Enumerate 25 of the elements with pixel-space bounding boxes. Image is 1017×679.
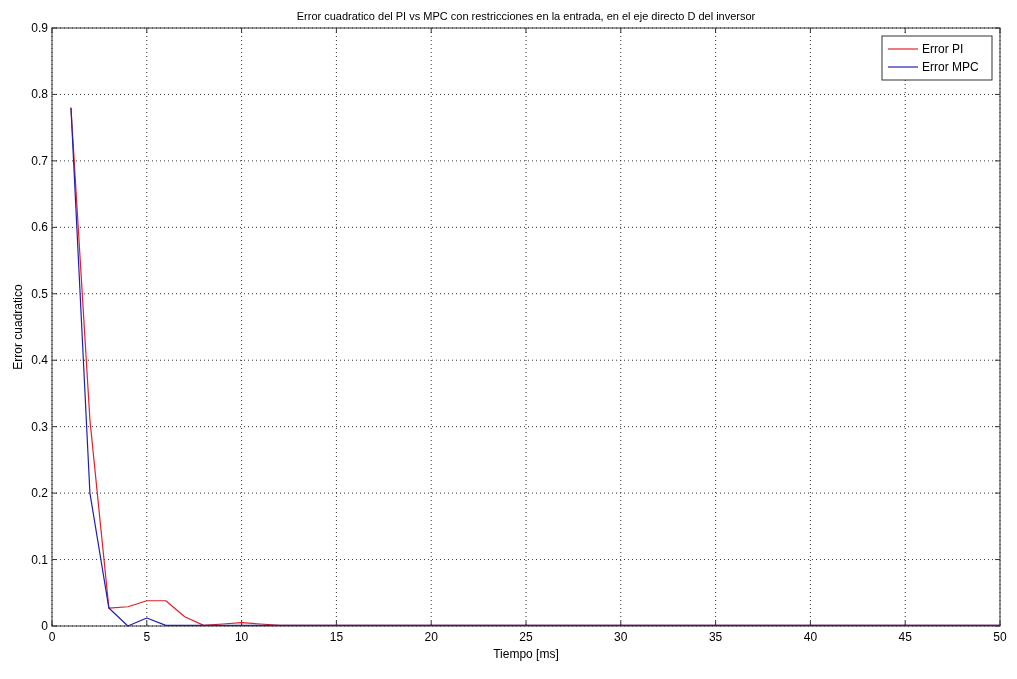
y-tick-label: 0 bbox=[41, 619, 49, 633]
y-tick-label: 0.6 bbox=[31, 220, 49, 235]
x-tick-label: 5 bbox=[143, 630, 151, 644]
y-tick-label: 0.2 bbox=[31, 486, 49, 501]
y-axis-title: Error cuadratico bbox=[11, 284, 25, 370]
y-tick-label: 0.9 bbox=[31, 21, 49, 35]
legend-label: Error MPC bbox=[922, 60, 979, 74]
x-tick-label: 50 bbox=[993, 630, 1007, 644]
y-tick-label: 0.4 bbox=[31, 353, 49, 368]
y-tick-label: 0.1 bbox=[31, 552, 49, 567]
x-tick-label: 20 bbox=[424, 630, 439, 644]
y-tick-label: 0.3 bbox=[31, 419, 49, 434]
x-tick-label: 10 bbox=[234, 630, 249, 644]
x-axis-title: Tiempo [ms] bbox=[493, 647, 559, 661]
x-tick-label: 35 bbox=[708, 630, 723, 644]
x-tick-label: 15 bbox=[329, 630, 344, 644]
y-tick-label: 0.8 bbox=[31, 87, 49, 102]
x-tick-label: 30 bbox=[614, 630, 628, 644]
x-tick-label: 45 bbox=[898, 630, 913, 644]
y-tick-label: 0.5 bbox=[31, 286, 49, 301]
legend-label: Error PI bbox=[922, 42, 964, 56]
chart-title: Error cuadratico del PI vs MPC con restricciones en la entrada, en el eje directo D del inversor bbox=[296, 10, 756, 22]
x-tick-label: 25 bbox=[519, 630, 533, 644]
y-tick-label: 0.7 bbox=[31, 153, 49, 168]
x-tick-label: 40 bbox=[803, 630, 818, 644]
